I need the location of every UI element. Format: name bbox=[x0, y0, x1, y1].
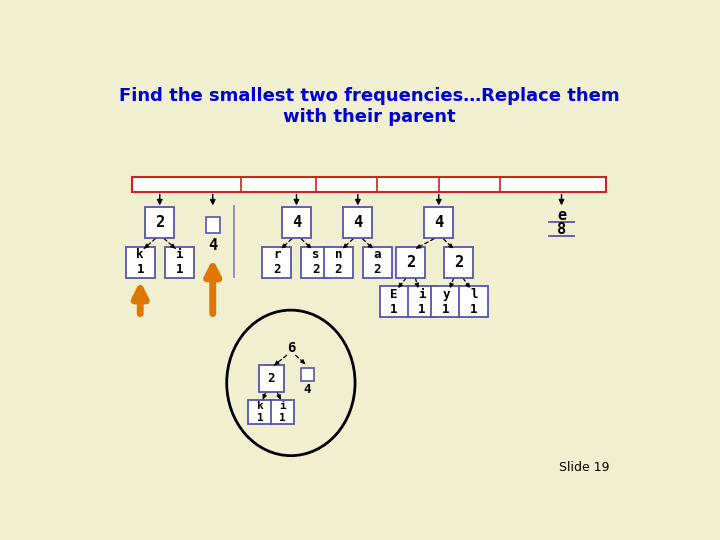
FancyBboxPatch shape bbox=[282, 207, 311, 238]
FancyBboxPatch shape bbox=[379, 286, 409, 318]
FancyBboxPatch shape bbox=[431, 286, 461, 318]
Text: l
1: l 1 bbox=[470, 288, 477, 316]
Text: i
1: i 1 bbox=[176, 248, 183, 276]
FancyBboxPatch shape bbox=[145, 207, 174, 238]
Text: with their parent: with their parent bbox=[283, 108, 455, 126]
Text: y
1: y 1 bbox=[442, 288, 450, 316]
FancyBboxPatch shape bbox=[324, 247, 353, 278]
FancyBboxPatch shape bbox=[408, 286, 436, 318]
Text: s
2: s 2 bbox=[312, 248, 320, 276]
FancyBboxPatch shape bbox=[302, 368, 314, 381]
Text: i
1: i 1 bbox=[279, 401, 286, 423]
FancyBboxPatch shape bbox=[271, 400, 294, 424]
FancyBboxPatch shape bbox=[302, 247, 330, 278]
Bar bbox=[132, 177, 606, 192]
FancyBboxPatch shape bbox=[262, 247, 292, 278]
Text: 4: 4 bbox=[354, 215, 362, 230]
Text: k
1: k 1 bbox=[257, 401, 264, 423]
Text: 4: 4 bbox=[434, 215, 444, 230]
Text: n
2: n 2 bbox=[335, 248, 342, 276]
FancyBboxPatch shape bbox=[206, 217, 220, 233]
FancyBboxPatch shape bbox=[343, 207, 372, 238]
FancyBboxPatch shape bbox=[459, 286, 488, 318]
Text: Slide 19: Slide 19 bbox=[559, 461, 609, 474]
FancyBboxPatch shape bbox=[363, 247, 392, 278]
FancyBboxPatch shape bbox=[165, 247, 194, 278]
Text: 6: 6 bbox=[287, 341, 295, 355]
FancyBboxPatch shape bbox=[444, 247, 473, 278]
Text: E
1: E 1 bbox=[390, 288, 398, 316]
FancyBboxPatch shape bbox=[424, 207, 454, 238]
FancyBboxPatch shape bbox=[258, 365, 284, 392]
FancyBboxPatch shape bbox=[126, 247, 155, 278]
Text: i
1: i 1 bbox=[418, 288, 426, 316]
Text: Find the smallest two frequencies…Replace them: Find the smallest two frequencies…Replac… bbox=[119, 87, 619, 105]
Text: e: e bbox=[557, 208, 566, 223]
Text: 2: 2 bbox=[156, 215, 164, 230]
Text: 8: 8 bbox=[557, 221, 566, 237]
Text: 2: 2 bbox=[268, 372, 275, 385]
Text: r
2: r 2 bbox=[273, 248, 281, 276]
FancyBboxPatch shape bbox=[396, 247, 426, 278]
FancyBboxPatch shape bbox=[248, 400, 272, 424]
Text: 4: 4 bbox=[208, 238, 217, 253]
Text: 2: 2 bbox=[454, 255, 463, 270]
Text: k
1: k 1 bbox=[137, 248, 144, 276]
Text: 2: 2 bbox=[406, 255, 415, 270]
Text: 4: 4 bbox=[292, 215, 301, 230]
Text: a
2: a 2 bbox=[374, 248, 381, 276]
Text: 4: 4 bbox=[304, 383, 311, 396]
